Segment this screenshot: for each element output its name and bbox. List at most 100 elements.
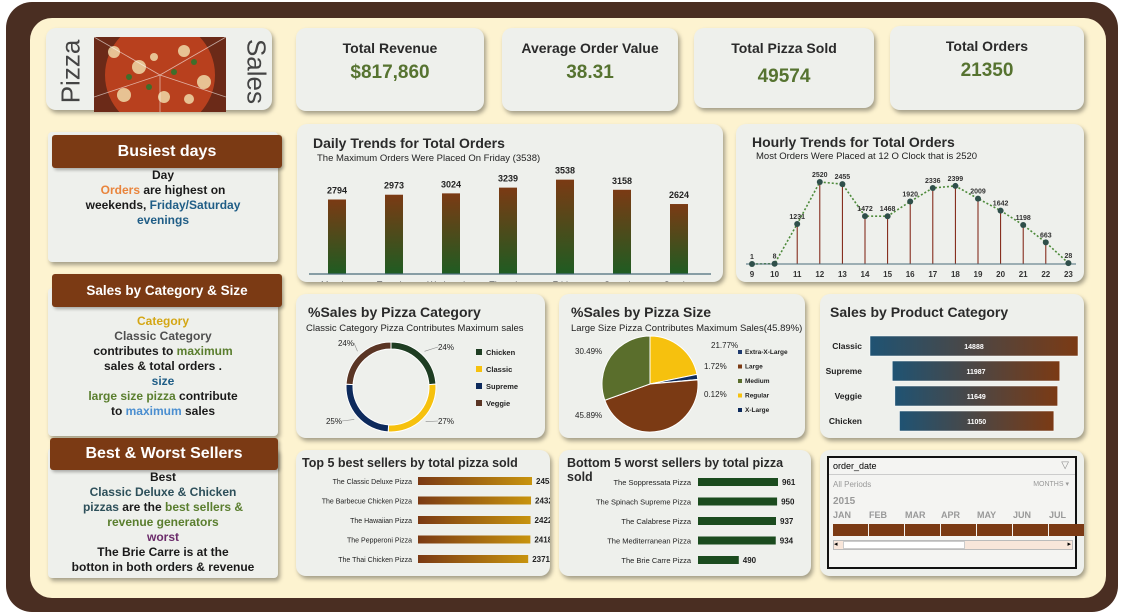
- product-value-label: 11649: [967, 394, 986, 401]
- brie-line-1: The Brie Carre is at the: [97, 545, 229, 559]
- timeline-card: order_date ▽ All Periods MONTHS ▾ 2015 J…: [820, 450, 1084, 576]
- scroll-thumb[interactable]: [843, 541, 965, 549]
- busiest-line: Day: [151, 168, 174, 182]
- hourly-x-label: 14: [861, 270, 870, 279]
- hourly-value-label: 1472: [857, 206, 873, 213]
- hourly-x-label: 21: [1019, 270, 1028, 279]
- product-bar: [894, 385, 1058, 407]
- hourly-point: [1065, 260, 1072, 267]
- hourly-point: [884, 213, 891, 220]
- daily-bar: [670, 204, 688, 274]
- timeline-scrollbar[interactable]: ◂ ▸: [833, 540, 1073, 550]
- seller-label: The Barbecue Chicken Pizza: [322, 499, 412, 506]
- chart-title: Bottom 5 worst sellers by total pizza so…: [567, 456, 784, 484]
- seller-label: The Classic Deluxe Pizza: [333, 479, 412, 486]
- friday-saturday-word: Friday/Saturday: [149, 198, 241, 212]
- chart-subtitle: Classic Category Pizza Contributes Maxim…: [306, 323, 524, 334]
- timeline-month-bar[interactable]: [977, 524, 1012, 536]
- timeline-field: order_date: [833, 461, 877, 471]
- timeline-month-label: MAR: [905, 510, 926, 520]
- kpi-value: 38.31: [566, 62, 614, 83]
- seller-label: The Thai Chicken Pizza: [338, 557, 412, 564]
- clear-filter-icon[interactable]: ▽: [1061, 460, 1069, 471]
- category-size-banner: Sales by Category & Size: [52, 274, 282, 307]
- product-category-card: Sales by Product Category Classic 14888 Su…: [820, 294, 1084, 438]
- timeline-slicer[interactable]: order_date ▽ All Periods MONTHS ▾ 2015 J…: [827, 456, 1084, 569]
- seller-bar: [418, 555, 529, 563]
- contributes-text: contributes to: [93, 344, 177, 358]
- chart-title: Hourly Trends for Total Orders: [752, 134, 955, 150]
- size-pie-slice: [649, 335, 698, 385]
- hourly-point: [816, 179, 823, 185]
- hourly-x-label: 9: [750, 270, 755, 279]
- kpi-label: Total Orders: [945, 38, 1029, 54]
- daily-bar: [613, 189, 631, 274]
- timeline-month-bar[interactable]: [905, 524, 940, 536]
- legend-swatch: [476, 400, 482, 406]
- timeline-month-bar[interactable]: [1049, 524, 1084, 536]
- kpi-value: $817,860: [350, 62, 430, 83]
- chart-title: %Sales by Pizza Category: [308, 304, 481, 320]
- timeline-month-bar[interactable]: [1013, 524, 1048, 536]
- hourly-x-label: 12: [815, 270, 824, 279]
- product-value-label: 14888: [964, 344, 984, 351]
- category-donut-chart: 24% 27% 25% 24% Chicken Classic Supreme Veggie: [326, 339, 518, 433]
- size-value-label: 45.89%: [575, 411, 602, 420]
- daily-bar: [556, 179, 574, 274]
- seller-label: The Soppressata Pizza: [613, 478, 691, 487]
- seller-bar: [698, 497, 778, 506]
- legend-swatch: [476, 366, 482, 372]
- timeline-bars[interactable]: [833, 524, 1084, 536]
- daily-category-label: Tuesday: [377, 280, 412, 282]
- daily-category-label: Monday: [321, 280, 354, 282]
- maximum-word: maximum: [125, 404, 182, 418]
- classic-category-text: Classic Category: [114, 329, 212, 343]
- sales-title: Sales: [241, 38, 272, 105]
- hourly-series-line: [751, 181, 1069, 265]
- timeline-month-label: FEB: [869, 510, 887, 520]
- daily-category-label: Saturday: [604, 280, 641, 282]
- legend-swatch: [738, 408, 742, 412]
- timeline-month-bar[interactable]: [941, 524, 976, 536]
- scroll-left-arrow[interactable]: ◂: [834, 541, 838, 548]
- best-line: pizzas are the best sellers &: [48, 500, 278, 515]
- chart-subtitle: Large Size Pizza Contributes Maximum Sal…: [571, 323, 803, 334]
- daily-category-label: Sunday: [664, 280, 695, 282]
- seller-bar: [698, 478, 778, 486]
- timeline-month-bar[interactable]: [869, 524, 904, 536]
- chart-title: Top 5 best sellers by total pizza sold: [302, 456, 518, 470]
- product-category-label: Veggie: [835, 391, 863, 401]
- seller-value-label: 961: [782, 478, 796, 487]
- legend-label: Medium: [745, 378, 770, 385]
- busiest-days-banner: Busiest days: [52, 135, 282, 168]
- product-category-chart: Classic 14888 Supreme 11987 Veggie 11649 Chick…: [826, 335, 1079, 432]
- timeline-year: 2015: [833, 496, 856, 507]
- seller-bar: [698, 517, 777, 525]
- hourly-value-label: 2009: [970, 189, 986, 196]
- busiest-mid: are highest on: [140, 183, 226, 197]
- chart-subtitle: Most Orders Were Placed at 12 O Clock th…: [756, 151, 978, 162]
- kpi-value: 49574: [757, 66, 811, 87]
- timeline-unit-select[interactable]: MONTHS ▾: [1033, 480, 1069, 488]
- seller-bar: [418, 477, 532, 485]
- category-size-card: Category Classic Category contributes to…: [48, 288, 278, 436]
- hourly-x-label: 17: [928, 270, 937, 279]
- hourly-value-label: 1198: [1016, 215, 1031, 222]
- hourly-point: [975, 195, 981, 202]
- legend-label: Large: [745, 364, 763, 371]
- category-value-label: 27%: [438, 417, 454, 426]
- seller-value-label: 2371: [532, 555, 550, 564]
- kpi-value: 21350: [960, 60, 1014, 81]
- seller-value-label: 2453: [536, 477, 550, 486]
- large-size-text: large size pizza: [88, 389, 176, 403]
- busiest-line: weekends, Friday/Saturday: [48, 198, 278, 213]
- seller-bar: [418, 535, 531, 544]
- product-bar: [869, 335, 1079, 357]
- timeline-month-bar[interactable]: [833, 524, 868, 536]
- legend-swatch: [738, 393, 742, 398]
- size-value-label: 1.72%: [704, 362, 727, 371]
- daily-value-label: 3538: [555, 166, 575, 176]
- scroll-right-arrow[interactable]: ▸: [1067, 541, 1071, 548]
- kpi-average-order-value: Average Order Value 38.31: [502, 28, 678, 111]
